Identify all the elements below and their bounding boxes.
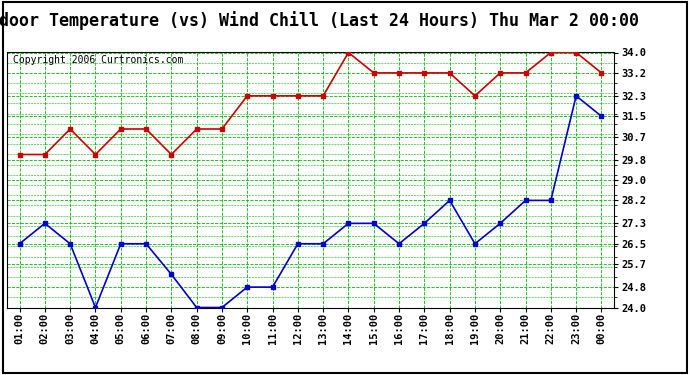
Text: Copyright 2006 Curtronics.com: Copyright 2006 Curtronics.com bbox=[13, 55, 184, 65]
Text: Outdoor Temperature (vs) Wind Chill (Last 24 Hours) Thu Mar 2 00:00: Outdoor Temperature (vs) Wind Chill (Las… bbox=[0, 11, 639, 30]
